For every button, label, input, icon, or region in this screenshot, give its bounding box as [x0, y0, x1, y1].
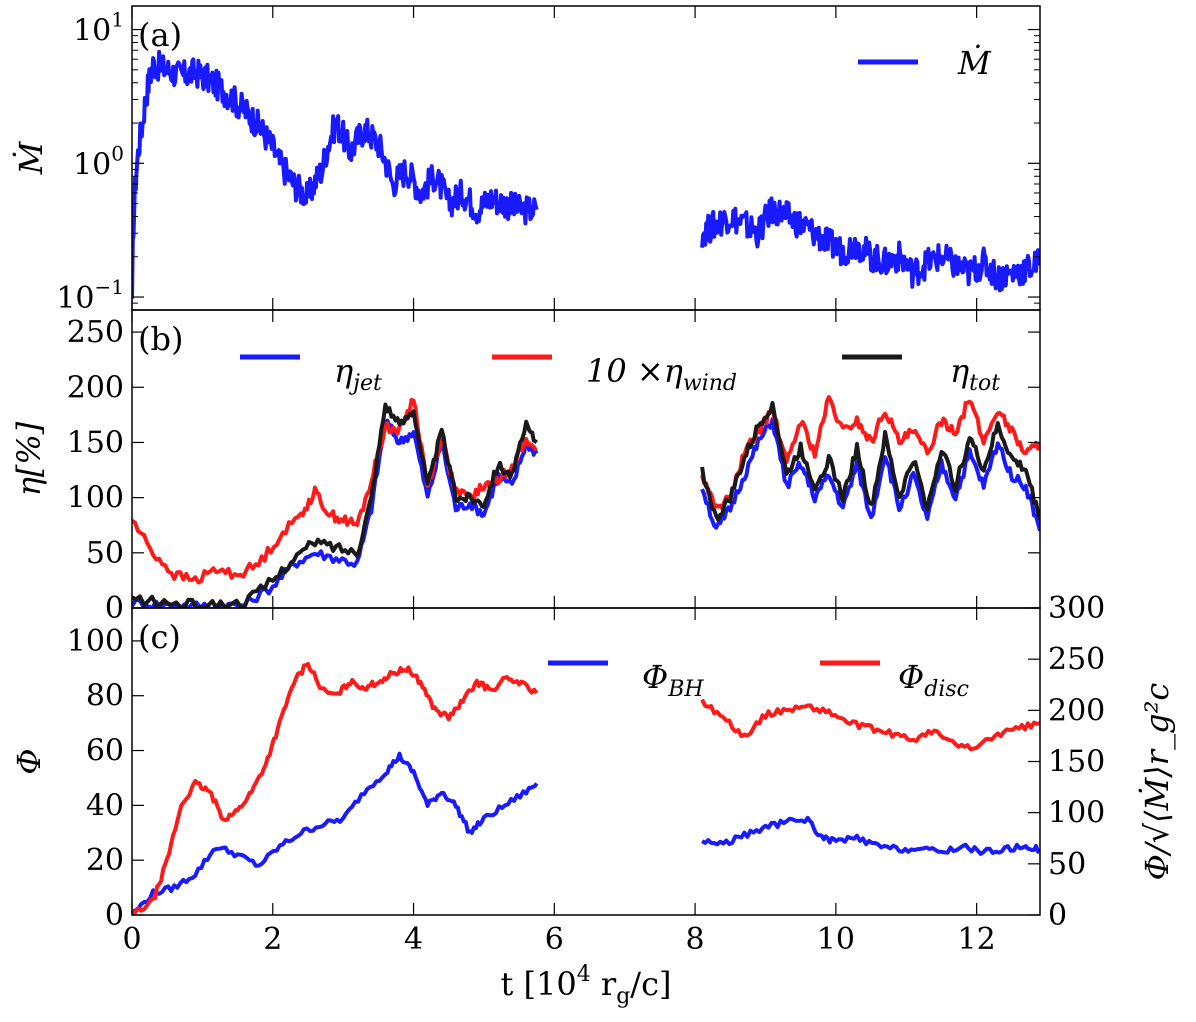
legend: ηjet 10 ×ηwind ηtot [240, 352, 1000, 396]
y2-tick-label: 50 [1048, 847, 1086, 882]
x-tick-label: 10 [817, 922, 855, 957]
legend-label: Ṁ [957, 44, 992, 82]
x-tick-label: 6 [545, 922, 564, 957]
y-tick-label: 10−1 [56, 275, 124, 316]
y-tick-label: 200 [67, 370, 124, 405]
series-line--disc-1 [700, 698, 1040, 752]
y2-axis-label: Φ/√⟨Ṁ⟩r_g²c [1138, 683, 1176, 881]
y2-tick-label: 0 [1048, 898, 1067, 933]
x-tick-label: 4 [404, 922, 423, 957]
series-line-10-wind-0 [132, 397, 538, 585]
legend: ΦBH Φdisc [548, 658, 969, 702]
y-axis-label: η[%] [10, 421, 48, 496]
y2-tick-label: 250 [1048, 642, 1105, 677]
x-tick-label: 8 [686, 922, 705, 957]
y-tick-label: 0 [105, 591, 124, 626]
panel-label: (b) [138, 320, 183, 358]
y-tick-label: 80 [86, 679, 124, 714]
x-tick-label: 0 [122, 922, 141, 957]
y-tick-label: 100 [73, 141, 124, 182]
y-tick-label: 0 [105, 898, 124, 933]
panel-label: (a) [138, 16, 182, 54]
panel-label: (c) [138, 618, 181, 656]
x-tick-label: 2 [263, 922, 282, 957]
y-tick-label: 40 [86, 788, 124, 823]
series-line-10-wind-1 [700, 395, 1040, 511]
y-tick-label: 100 [67, 481, 124, 516]
series-line--disc-0 [132, 662, 539, 915]
x-axis-label: t [104 rg/c] [501, 962, 672, 1009]
y2-tick-label: 150 [1048, 745, 1105, 780]
legend-label: ΦBH [642, 658, 704, 702]
y-tick-label: 101 [73, 8, 124, 49]
panel-b: 0 50 100 150 200 250 (b) η[%] ηjet 10 ×ηwind ηtot [10, 309, 1041, 626]
y-tick-label: 50 [86, 536, 124, 571]
y-tick-label: 100 [67, 624, 124, 659]
y-axis-label: Ṁ [12, 140, 50, 175]
legend-label: ηjet [334, 352, 382, 396]
series-line--bh-0 [132, 751, 539, 915]
y-tick-label: 60 [86, 734, 124, 769]
panel-a: 101 100 10−1 (a) Ṁ Ṁ [12, 5, 1041, 316]
y-tick-label: 150 [67, 425, 124, 460]
series-line--bh-1 [701, 815, 1040, 856]
series-line--tot-1 [700, 401, 1040, 522]
y-tick-label: 250 [67, 315, 124, 350]
legend: Ṁ [858, 44, 992, 82]
x-tick-label: 12 [958, 922, 996, 957]
series-line--jet-1 [700, 417, 1040, 532]
series-line---0 [132, 49, 539, 299]
legend-label: 10 ×ηwind [586, 352, 737, 396]
y2-tick-label: 300 [1048, 591, 1105, 626]
legend-label: Φdisc [898, 658, 969, 702]
y-tick-label: 20 [86, 843, 124, 878]
series-line--tot-0 [132, 402, 538, 608]
series-line---1 [700, 196, 1040, 293]
y2-tick-label: 200 [1048, 693, 1105, 728]
y2-tick-label: 100 [1048, 796, 1105, 831]
legend-label: ηtot [950, 352, 1000, 396]
y-axis-label: Φ [10, 748, 48, 774]
